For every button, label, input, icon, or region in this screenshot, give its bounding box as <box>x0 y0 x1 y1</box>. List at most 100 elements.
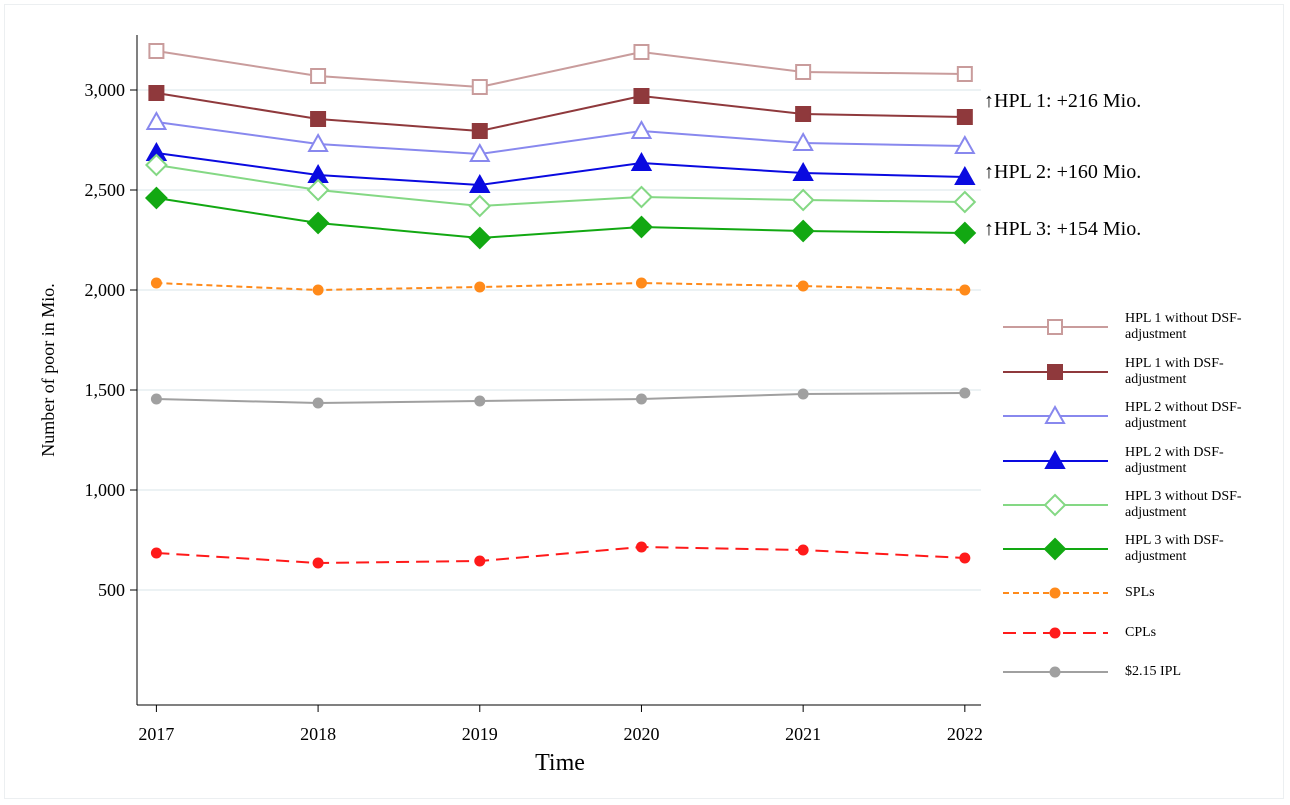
marker <box>635 277 647 289</box>
legend-item: $2.15 IPL <box>1000 652 1250 692</box>
legend-label: HPL 1 without DSF-adjustment <box>1125 311 1242 342</box>
marker <box>145 110 168 130</box>
marker <box>797 280 809 292</box>
x-tick-label: 2021 <box>785 724 821 744</box>
legend-symbol <box>1003 449 1108 469</box>
marker <box>959 387 971 399</box>
legend-symbol <box>1003 319 1108 335</box>
legend-item: CPLs <box>1000 613 1250 653</box>
series-line <box>156 392 965 405</box>
marker <box>635 393 647 405</box>
series-line <box>156 92 965 133</box>
x-tick-label: 2018 <box>300 724 336 744</box>
marker <box>1049 666 1061 678</box>
y-tick-label: 3,000 <box>85 80 126 100</box>
y-tick-label: 2,500 <box>85 180 126 200</box>
marker <box>310 68 327 84</box>
marker <box>956 66 973 82</box>
marker <box>469 173 491 193</box>
y-tick-label: 1,000 <box>85 480 126 500</box>
marker <box>959 552 971 564</box>
legend-symbol <box>1003 404 1108 424</box>
x-tick-label: 2019 <box>462 724 498 744</box>
legend-item: HPL 3 with DSF-adjustment <box>1000 529 1250 569</box>
marker <box>1049 627 1061 639</box>
x-axis-label: Time <box>535 750 585 776</box>
legend-symbol <box>1003 364 1108 380</box>
legend-item: HPL 2 with DSF-adjustment <box>1000 441 1250 481</box>
marker <box>954 134 976 154</box>
legend-label: HPL 2 without DSF-adjustment <box>1125 400 1242 431</box>
marker <box>474 555 486 567</box>
marker <box>474 281 486 293</box>
marker <box>1044 404 1066 424</box>
marker <box>1043 493 1067 517</box>
legend-label: CPLs <box>1125 625 1157 640</box>
y-tick-label: 2,000 <box>85 280 126 300</box>
marker <box>633 88 650 104</box>
marker <box>630 215 653 239</box>
marker <box>630 185 653 209</box>
frame <box>4 4 1284 799</box>
x-tick-label: 2022 <box>947 724 983 744</box>
marker <box>953 190 977 214</box>
legend-label: HPL 2 with DSF-adjustment <box>1125 445 1224 476</box>
marker <box>150 393 162 405</box>
marker <box>795 106 812 122</box>
series-line <box>156 152 965 187</box>
marker <box>306 178 330 202</box>
marker <box>953 221 977 245</box>
y-axis-label: Number of poor in Mio. <box>38 283 58 456</box>
marker <box>144 153 168 177</box>
marker <box>792 131 814 151</box>
legend-symbol <box>1003 587 1108 599</box>
marker <box>469 142 491 162</box>
marker <box>150 277 162 289</box>
marker <box>791 188 815 212</box>
marker <box>150 547 162 559</box>
marker <box>471 123 488 139</box>
legend-label: HPL 1 with DSF-adjustment <box>1125 356 1224 387</box>
legend-item: SPLs <box>1000 573 1250 613</box>
marker <box>792 161 814 181</box>
legend-label: HPL 3 with DSF-adjustment <box>1125 533 1224 564</box>
series-line <box>156 164 965 208</box>
annotation: ↑HPL 2: +160 Mio. <box>984 161 1141 183</box>
marker <box>148 43 165 59</box>
annotation: ↑HPL 3: +154 Mio. <box>984 218 1141 240</box>
series-line <box>156 50 965 89</box>
marker <box>956 109 973 125</box>
marker <box>797 388 809 400</box>
marker <box>471 79 488 95</box>
legend-item: HPL 3 without DSF-adjustment <box>1000 485 1250 525</box>
legend-label: $2.15 IPL <box>1125 664 1181 679</box>
marker <box>144 186 168 210</box>
legend-label: SPLs <box>1125 585 1155 600</box>
marker <box>312 284 324 296</box>
marker <box>312 397 324 409</box>
marker <box>1047 319 1063 335</box>
y-tick-label: 1,500 <box>85 380 126 400</box>
marker <box>1047 364 1063 380</box>
legend-symbol <box>1003 493 1108 517</box>
marker <box>306 211 330 235</box>
legend-symbol <box>1003 537 1108 561</box>
series-line <box>156 121 965 156</box>
marker <box>633 44 650 60</box>
marker <box>312 557 324 569</box>
marker <box>791 219 815 243</box>
marker <box>797 544 809 556</box>
series-line <box>156 197 965 240</box>
marker <box>630 119 653 139</box>
marker <box>148 85 165 101</box>
marker <box>1044 449 1066 469</box>
marker <box>954 165 976 185</box>
legend-symbol <box>1003 666 1108 678</box>
annotation: ↑HPL 1: +216 Mio. <box>984 90 1141 112</box>
marker <box>1049 587 1061 599</box>
legend-symbol <box>1003 627 1108 639</box>
x-tick-label: 2020 <box>623 724 659 744</box>
marker <box>630 151 653 171</box>
